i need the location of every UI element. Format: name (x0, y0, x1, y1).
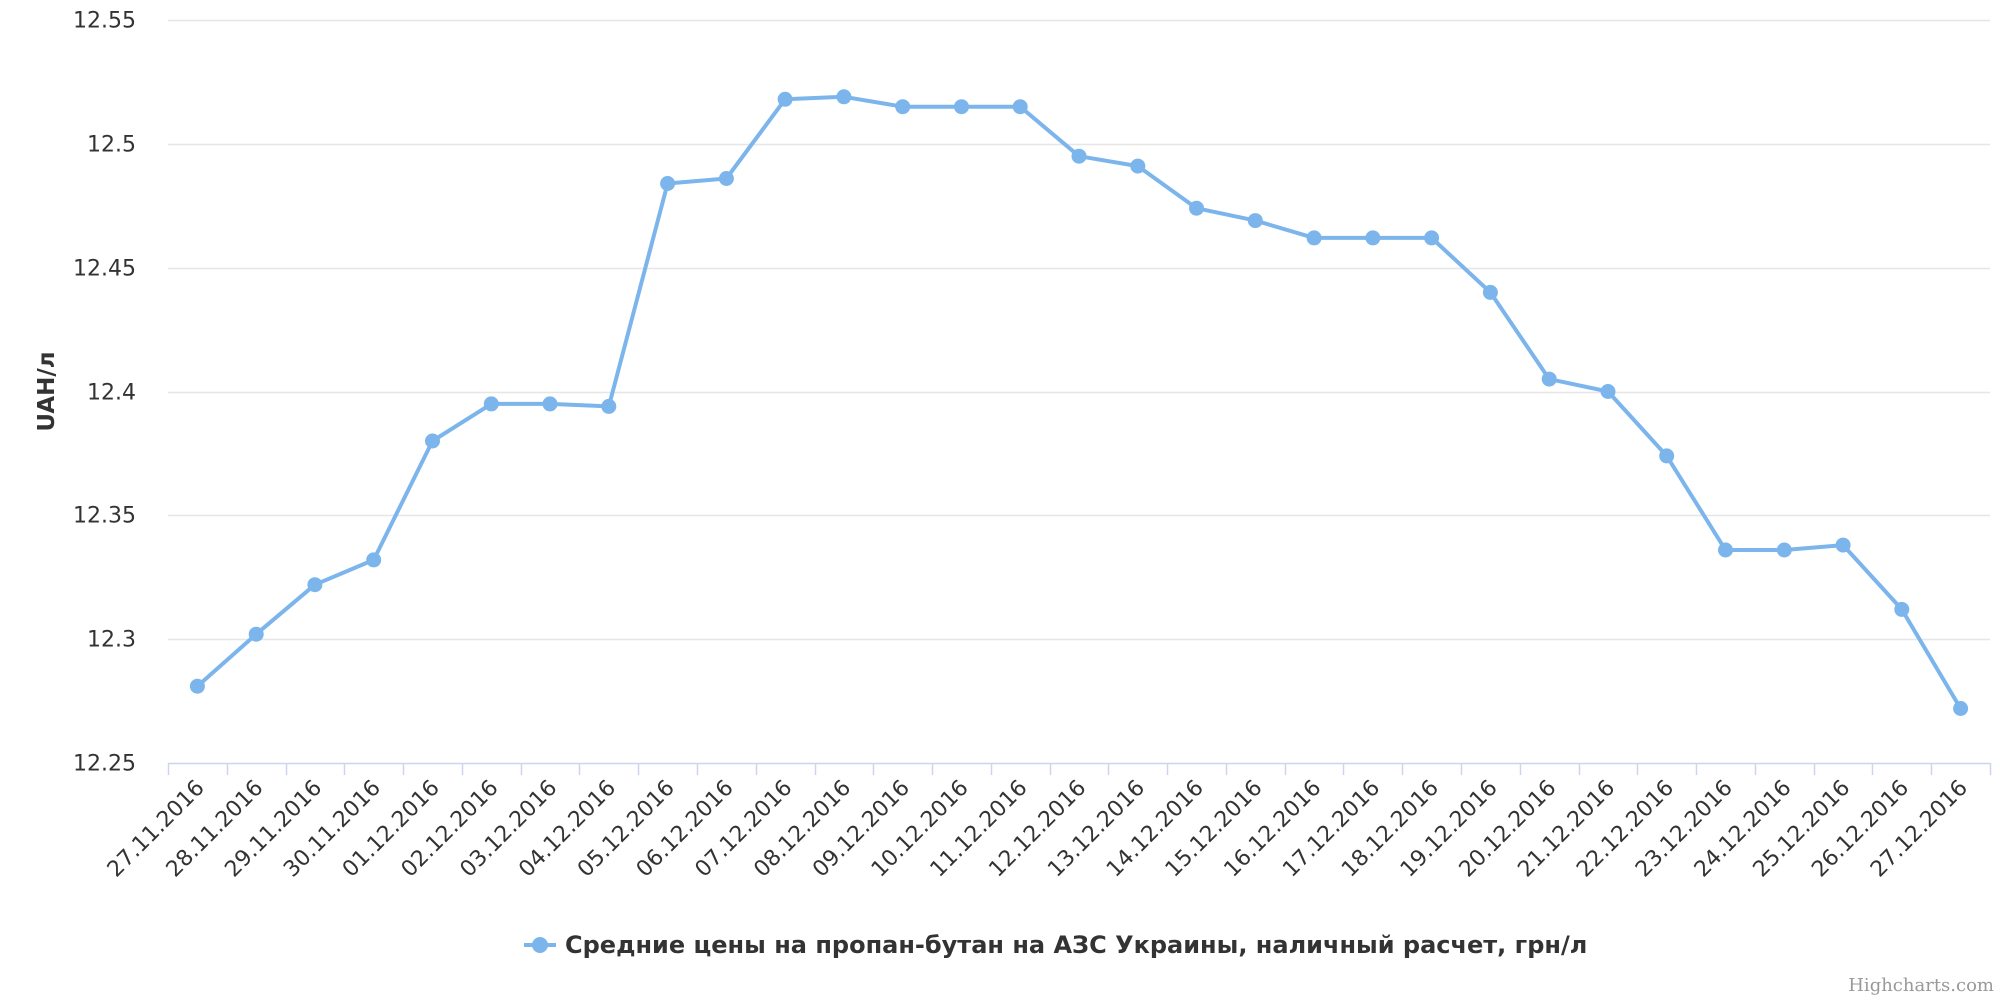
data-point (1247, 213, 1263, 229)
legend-marker-icon (532, 937, 548, 953)
y-axis-title: UAH/л (34, 351, 60, 431)
data-point (1541, 371, 1557, 387)
legend-label: Средние цены на пропан-бутан на АЗС Укра… (565, 931, 1587, 959)
data-point (660, 176, 676, 191)
data-point (718, 171, 734, 186)
x-axis-labels: 27.11.201628.11.201629.11.201630.11.2016… (103, 776, 1973, 883)
y-tick-label: 12.25 (73, 752, 136, 777)
y-tick-label: 12.45 (73, 257, 136, 282)
grid-lines (168, 19, 1990, 641)
data-point (1071, 148, 1087, 164)
data-point (189, 678, 205, 694)
series-layer (189, 89, 1969, 716)
data-point (1365, 230, 1381, 246)
data-point (1894, 601, 1910, 617)
data-point (1659, 448, 1675, 464)
x-axis (167, 762, 1992, 775)
y-tick-label: 12.3 (87, 628, 136, 653)
data-point (307, 577, 323, 593)
y-tick-label: 12.55 (73, 9, 136, 34)
y-axis-labels: 12.25 12.3 12.35 12.4 12.45 12.5 12.55 (73, 9, 136, 777)
data-point (248, 626, 264, 642)
data-point (1306, 230, 1322, 246)
data-point (777, 91, 793, 107)
series-line (195, 94, 1963, 711)
legend-item[interactable]: Средние цены на пропан-бутан на АЗС Укра… (524, 931, 1587, 959)
data-point (1776, 542, 1792, 558)
data-point (1012, 99, 1028, 115)
y-tick-label: 12.35 (73, 504, 136, 529)
y-tick-label: 12.5 (87, 133, 136, 158)
y-tick-label: 12.4 (87, 381, 136, 406)
data-point (601, 398, 617, 414)
data-point (1953, 701, 1969, 716)
data-point (954, 99, 969, 115)
data-point (425, 433, 440, 449)
data-point (483, 396, 499, 412)
data-point (1189, 200, 1204, 216)
data-point (1600, 384, 1616, 399)
data-point (1424, 230, 1440, 246)
data-point (366, 552, 382, 568)
data-point (542, 396, 558, 412)
data-point (836, 89, 852, 105)
data-point (1130, 158, 1146, 174)
credits-link[interactable]: Highcharts.com (1848, 975, 1994, 996)
data-point (895, 99, 911, 115)
data-point (1718, 542, 1733, 558)
data-point (1835, 537, 1851, 553)
data-point (1482, 284, 1498, 300)
